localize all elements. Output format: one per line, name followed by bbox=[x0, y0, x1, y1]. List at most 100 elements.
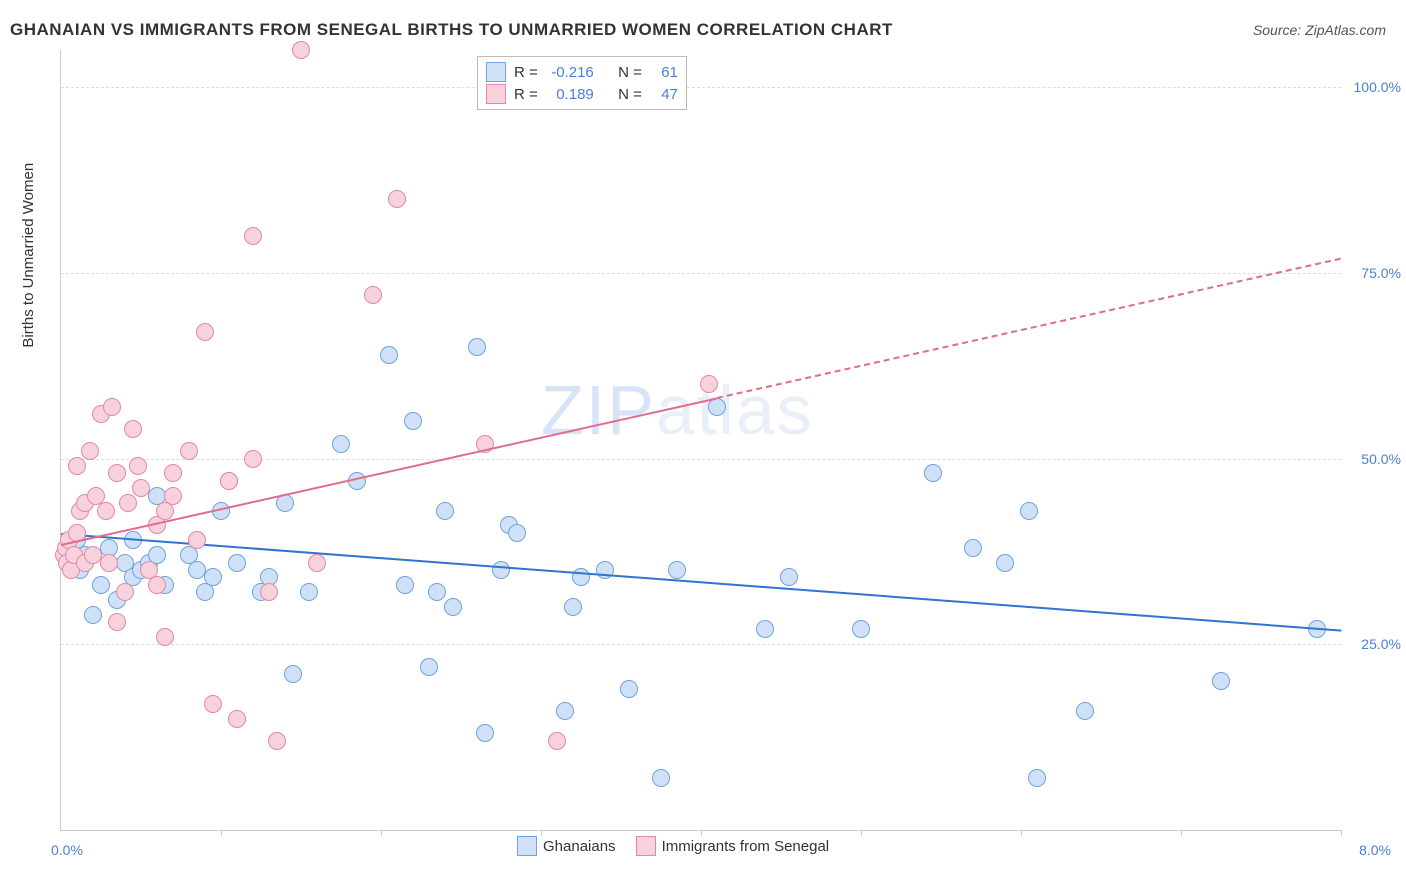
data-point bbox=[260, 583, 278, 601]
data-point bbox=[132, 479, 150, 497]
series-legend: Ghanaians Immigrants from Senegal bbox=[517, 836, 829, 856]
data-point bbox=[308, 554, 326, 572]
data-point bbox=[756, 620, 774, 638]
legend-label: Immigrants from Senegal bbox=[662, 838, 830, 855]
trend-line bbox=[717, 258, 1341, 399]
data-point bbox=[124, 420, 142, 438]
data-point bbox=[444, 598, 462, 616]
data-point bbox=[1020, 502, 1038, 520]
data-point bbox=[108, 613, 126, 631]
data-point bbox=[492, 561, 510, 579]
data-point bbox=[852, 620, 870, 638]
data-point bbox=[404, 412, 422, 430]
correlation-stat-box: R =-0.216 N =61R =0.189 N =47 bbox=[477, 56, 687, 110]
x-tick bbox=[381, 830, 382, 836]
data-point bbox=[652, 769, 670, 787]
y-tick-label: 25.0% bbox=[1351, 636, 1401, 652]
data-point bbox=[156, 628, 174, 646]
data-point bbox=[81, 442, 99, 460]
legend-item: Immigrants from Senegal bbox=[636, 836, 830, 856]
data-point bbox=[292, 41, 310, 59]
data-point bbox=[84, 606, 102, 624]
data-point bbox=[396, 576, 414, 594]
data-point bbox=[964, 539, 982, 557]
series-swatch bbox=[486, 84, 506, 104]
data-point bbox=[556, 702, 574, 720]
data-point bbox=[668, 561, 686, 579]
data-point bbox=[380, 346, 398, 364]
data-point bbox=[996, 554, 1014, 572]
data-point bbox=[148, 576, 166, 594]
y-axis-label: Births to Unmarried Women bbox=[20, 163, 37, 348]
gridline bbox=[61, 87, 1341, 88]
data-point bbox=[220, 472, 238, 490]
data-point bbox=[468, 338, 486, 356]
data-point bbox=[92, 576, 110, 594]
chart-header: GHANAIAN VS IMMIGRANTS FROM SENEGAL BIRT… bbox=[0, 0, 1406, 50]
gridline bbox=[61, 273, 1341, 274]
data-point bbox=[780, 568, 798, 586]
y-tick-label: 50.0% bbox=[1351, 451, 1401, 467]
data-point bbox=[564, 598, 582, 616]
data-point bbox=[300, 583, 318, 601]
data-point bbox=[388, 190, 406, 208]
stat-row: R =-0.216 N =61 bbox=[486, 61, 678, 83]
data-point bbox=[508, 524, 526, 542]
y-tick-label: 100.0% bbox=[1351, 79, 1401, 95]
series-swatch bbox=[486, 62, 506, 82]
data-point bbox=[924, 464, 942, 482]
data-point bbox=[100, 554, 118, 572]
x-tick bbox=[221, 830, 222, 836]
data-point bbox=[164, 487, 182, 505]
data-point bbox=[196, 323, 214, 341]
gridline bbox=[61, 644, 1341, 645]
data-point bbox=[129, 457, 147, 475]
data-point bbox=[204, 568, 222, 586]
data-point bbox=[284, 665, 302, 683]
x-min-label: 0.0% bbox=[51, 842, 83, 858]
data-point bbox=[1028, 769, 1046, 787]
n-value: 61 bbox=[650, 64, 678, 81]
chart-source: Source: ZipAtlas.com bbox=[1253, 22, 1386, 38]
data-point bbox=[364, 286, 382, 304]
data-point bbox=[108, 464, 126, 482]
legend-label: Ghanaians bbox=[543, 838, 616, 855]
data-point bbox=[428, 583, 446, 601]
x-max-label: 8.0% bbox=[1359, 842, 1391, 858]
y-tick-label: 75.0% bbox=[1351, 265, 1401, 281]
x-tick bbox=[1181, 830, 1182, 836]
data-point bbox=[332, 435, 350, 453]
data-point bbox=[204, 695, 222, 713]
data-point bbox=[620, 680, 638, 698]
watermark: ZIPatlas bbox=[541, 370, 814, 450]
data-point bbox=[119, 494, 137, 512]
x-tick bbox=[1021, 830, 1022, 836]
data-point bbox=[188, 531, 206, 549]
scatter-plot-area: ZIPatlas 25.0%50.0%75.0%100.0%0.0%8.0%R … bbox=[60, 50, 1341, 831]
data-point bbox=[700, 375, 718, 393]
data-point bbox=[268, 732, 286, 750]
r-value: -0.216 bbox=[546, 64, 594, 81]
legend-swatch bbox=[517, 836, 537, 856]
n-value: 47 bbox=[650, 86, 678, 103]
data-point bbox=[97, 502, 115, 520]
data-point bbox=[244, 450, 262, 468]
legend-swatch bbox=[636, 836, 656, 856]
data-point bbox=[164, 464, 182, 482]
x-tick bbox=[1341, 830, 1342, 836]
data-point bbox=[548, 732, 566, 750]
data-point bbox=[476, 724, 494, 742]
x-tick bbox=[861, 830, 862, 836]
data-point bbox=[420, 658, 438, 676]
data-point bbox=[228, 710, 246, 728]
trend-line bbox=[61, 533, 1341, 632]
data-point bbox=[180, 442, 198, 460]
trend-line bbox=[61, 397, 717, 546]
data-point bbox=[68, 457, 86, 475]
r-value: 0.189 bbox=[546, 86, 594, 103]
chart-title: GHANAIAN VS IMMIGRANTS FROM SENEGAL BIRT… bbox=[10, 20, 893, 40]
stat-row: R =0.189 N =47 bbox=[486, 83, 678, 105]
data-point bbox=[103, 398, 121, 416]
data-point bbox=[1212, 672, 1230, 690]
legend-item: Ghanaians bbox=[517, 836, 616, 856]
